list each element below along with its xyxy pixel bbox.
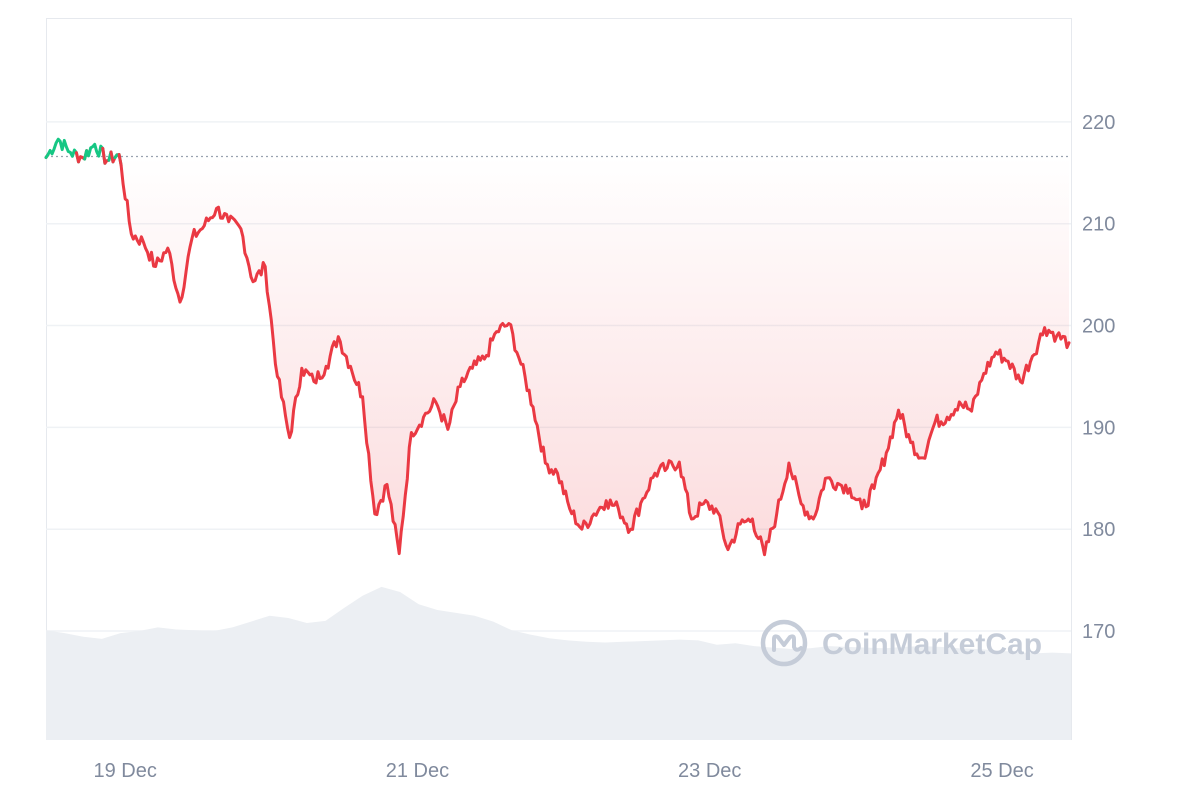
x-tick-label: 23 Dec <box>678 760 741 782</box>
x-tick-label: 21 Dec <box>386 760 449 782</box>
x-tick-label: 19 Dec <box>93 760 156 782</box>
price-line-down-segment <box>117 153 1071 557</box>
y-tick-label: 200 <box>1082 316 1115 338</box>
coinmarketcap-logo-icon <box>760 619 808 667</box>
y-tick-label: 210 <box>1082 214 1115 236</box>
price-line-up-segment <box>44 137 80 164</box>
y-tick-label: 220 <box>1082 112 1115 134</box>
coinmarketcap-watermark: CoinMarketCap <box>760 619 1042 667</box>
y-tick-label: 190 <box>1082 417 1115 439</box>
price-line-up-segment <box>83 142 107 165</box>
y-tick-label: 180 <box>1082 519 1115 541</box>
watermark-text: CoinMarketCap <box>822 628 1042 661</box>
coinmarketcap-logo-mark <box>772 634 803 652</box>
x-tick-label: 25 Dec <box>970 760 1033 782</box>
y-tick-label: 170 <box>1082 621 1115 643</box>
price-area-fill <box>46 156 1069 555</box>
volume-area <box>46 586 1071 740</box>
